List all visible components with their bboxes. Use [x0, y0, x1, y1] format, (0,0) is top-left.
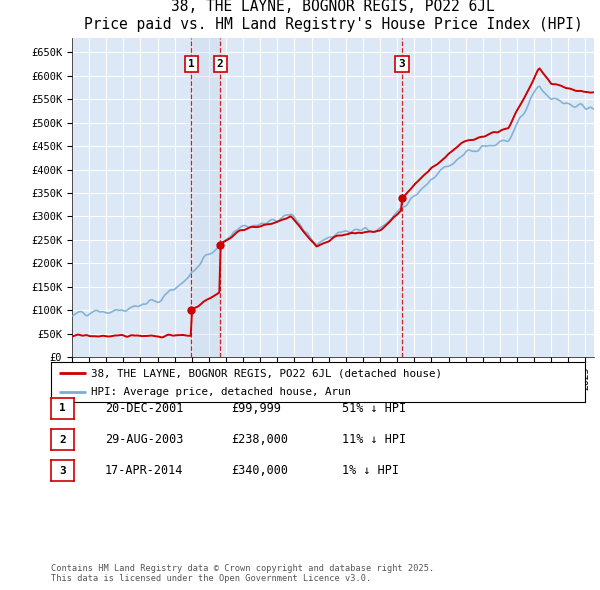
Text: 51% ↓ HPI: 51% ↓ HPI	[342, 402, 406, 415]
Text: £238,000: £238,000	[231, 433, 288, 446]
Text: Contains HM Land Registry data © Crown copyright and database right 2025.
This d: Contains HM Land Registry data © Crown c…	[51, 563, 434, 583]
Text: 11% ↓ HPI: 11% ↓ HPI	[342, 433, 406, 446]
Bar	[191, 38, 220, 357]
Text: 3: 3	[59, 466, 66, 476]
Text: £340,000: £340,000	[231, 464, 288, 477]
Text: 29-AUG-2003: 29-AUG-2003	[105, 433, 184, 446]
Text: HPI: Average price, detached house, Arun: HPI: Average price, detached house, Arun	[91, 386, 351, 396]
Text: 3: 3	[399, 59, 406, 69]
Text: 38, THE LAYNE, BOGNOR REGIS, PO22 6JL (detached house): 38, THE LAYNE, BOGNOR REGIS, PO22 6JL (d…	[91, 368, 442, 378]
Text: 17-APR-2014: 17-APR-2014	[105, 464, 184, 477]
Text: 20-DEC-2001: 20-DEC-2001	[105, 402, 184, 415]
Text: 2: 2	[217, 59, 224, 69]
Text: 1: 1	[59, 404, 66, 413]
Text: 1% ↓ HPI: 1% ↓ HPI	[342, 464, 399, 477]
Text: 1: 1	[188, 59, 194, 69]
Title: 38, THE LAYNE, BOGNOR REGIS, PO22 6JL
Price paid vs. HM Land Registry's House Pr: 38, THE LAYNE, BOGNOR REGIS, PO22 6JL Pr…	[83, 0, 583, 32]
Text: £99,999: £99,999	[231, 402, 281, 415]
Text: 2: 2	[59, 435, 66, 444]
